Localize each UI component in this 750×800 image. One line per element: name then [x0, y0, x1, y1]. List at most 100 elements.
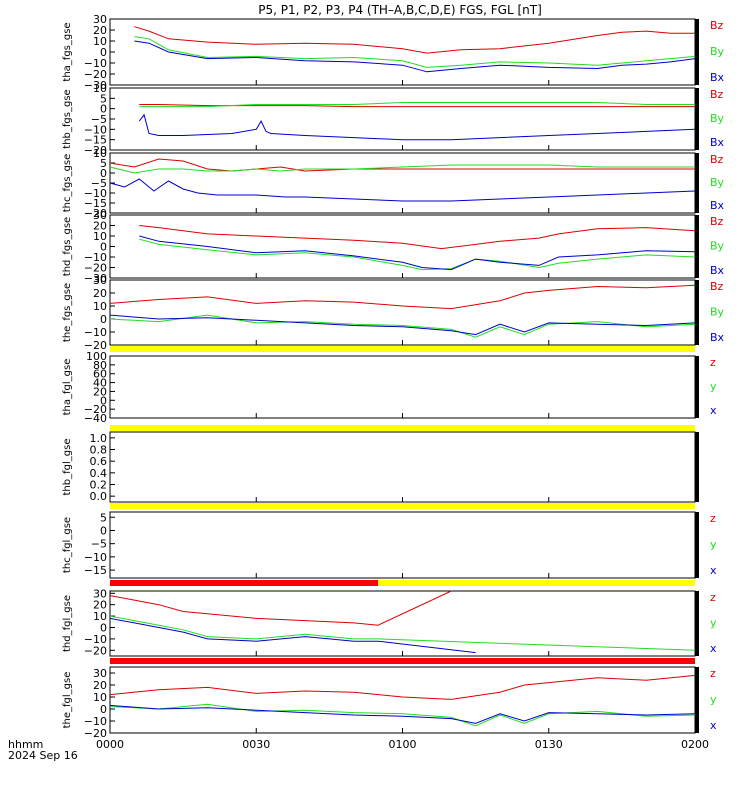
y-tick-label: 0: [100, 313, 107, 326]
legend-entry-bx: Bx: [710, 199, 725, 212]
y-tick-label: 10: [93, 610, 107, 623]
y-axis-label: tha_fgl_gse: [62, 359, 73, 416]
y-tick-label: 20: [93, 287, 107, 300]
y-tick-label: 1.0: [90, 432, 108, 445]
y-tick-label: 5: [100, 92, 107, 105]
panel-right-ticks: [695, 591, 699, 656]
panel-frame: [109, 355, 696, 419]
y-tick-label: 10: [93, 230, 107, 243]
x-date-label: 2024 Sep 16: [8, 749, 78, 762]
legend-entry-bz: Bz: [710, 215, 724, 228]
legend-entry-bx: Bx: [710, 264, 725, 277]
y-tick-label: 0.2: [90, 479, 108, 492]
y-tick-label: −5: [91, 538, 107, 551]
status-bar-yellow: [378, 580, 695, 586]
y-tick-label: −10: [84, 251, 107, 264]
panel-frame: [109, 87, 696, 151]
legend-entry-bz: Bz: [710, 19, 724, 32]
legend-entry-y: y: [710, 617, 717, 630]
y-tick-label: 30: [93, 13, 107, 26]
legend-entry-bx: Bx: [710, 331, 725, 344]
y-tick-label: 80: [93, 359, 107, 372]
panel-frame: [109, 279, 696, 346]
legend-entry-bz: Bz: [710, 88, 724, 101]
panel-frame: [109, 431, 696, 503]
legend-entry-y: y: [710, 538, 717, 551]
y-tick-label: 10: [93, 82, 107, 95]
y-tick-label: −10: [84, 123, 107, 136]
series-line-bz: [134, 26, 695, 54]
y-axis-label: the_fgl_gse: [62, 672, 73, 729]
y-tick-label: −15: [84, 197, 107, 210]
y-tick-label: 30: [93, 209, 107, 222]
status-bar-red: [110, 580, 379, 586]
y-tick-label: 0: [100, 524, 107, 537]
status-bar-yellow: [110, 346, 695, 352]
panel-right-ticks: [695, 19, 699, 85]
y-tick-label: 0.8: [90, 444, 108, 457]
legend-entry-x: x: [710, 642, 717, 655]
panel-frame: [109, 18, 696, 86]
y-tick-label: −20: [84, 207, 107, 220]
y-axis-label: thb_fgs_gse: [62, 89, 73, 148]
series-line-bx: [138, 113, 696, 141]
y-tick-label: 10: [93, 691, 107, 704]
y-tick-label: 20: [93, 599, 107, 612]
y-tick-label: −10: [84, 551, 107, 564]
series-line-z: [109, 674, 696, 700]
plot-title: P5, P1, P2, P3, P4 (TH–A,B,C,D,E) FGS, F…: [258, 3, 542, 17]
legend-entry-z: z: [710, 512, 716, 525]
y-tick-label: 5: [100, 157, 107, 170]
y-tick-label: −20: [84, 403, 107, 416]
legend-entry-z: z: [710, 356, 716, 369]
y-tick-label: 0: [100, 394, 107, 407]
legend-entry-by: By: [710, 240, 725, 253]
x-tick-label: 0200: [681, 738, 709, 751]
legend-entry-y: y: [710, 693, 717, 706]
status-bar-yellow: [110, 425, 695, 431]
series-line-bz: [139, 225, 696, 250]
series-line-bx: [109, 178, 696, 202]
panel-frame: [109, 152, 696, 214]
legend-entry-by: By: [710, 176, 725, 189]
y-tick-label: 0: [100, 103, 107, 116]
x-tick-label: 0100: [389, 738, 417, 751]
y-tick-label: 0.4: [90, 467, 108, 480]
y-tick-label: 100: [86, 350, 107, 363]
y-axis-label: thc_fgs_gse: [62, 154, 73, 213]
y-tick-label: 0.0: [90, 490, 108, 503]
legend-entry-bz: Bz: [710, 153, 724, 166]
series-line-bz: [139, 104, 695, 108]
y-tick-label: −20: [84, 339, 107, 352]
panel-right-ticks: [695, 667, 699, 733]
legend-entry-bz: Bz: [710, 280, 724, 293]
series-line-by: [134, 36, 696, 68]
panel-frame: [109, 214, 696, 279]
panel-right-ticks: [695, 280, 699, 345]
legend-entry-y: y: [710, 380, 717, 393]
legend-entry-bx: Bx: [710, 71, 725, 84]
series-line-bx: [109, 314, 696, 336]
y-tick-label: −5: [91, 177, 107, 190]
panel-frame: [109, 666, 696, 734]
legend-entry-by: By: [710, 306, 725, 319]
x-unit-label: hhmm: [8, 738, 43, 751]
series-line-by: [139, 238, 696, 271]
y-tick-label: 40: [93, 377, 107, 390]
x-tick-label: 0030: [242, 738, 270, 751]
y-tick-label: −10: [84, 715, 107, 728]
series-line-bx: [139, 235, 696, 271]
series-line-x: [109, 617, 476, 654]
series-line-bz: [109, 284, 696, 310]
y-tick-label: −15: [84, 134, 107, 147]
series-line-y: [109, 703, 696, 727]
legend-entry-x: x: [710, 564, 717, 577]
legend-entry-by: By: [710, 45, 725, 58]
y-tick-label: 10: [93, 35, 107, 48]
y-axis-label: thd_fgl_gse: [62, 595, 73, 652]
series-line-z: [109, 590, 452, 626]
series-line-bx: [134, 40, 696, 73]
legend-entry-z: z: [710, 591, 716, 604]
y-tick-label: −20: [84, 727, 107, 740]
